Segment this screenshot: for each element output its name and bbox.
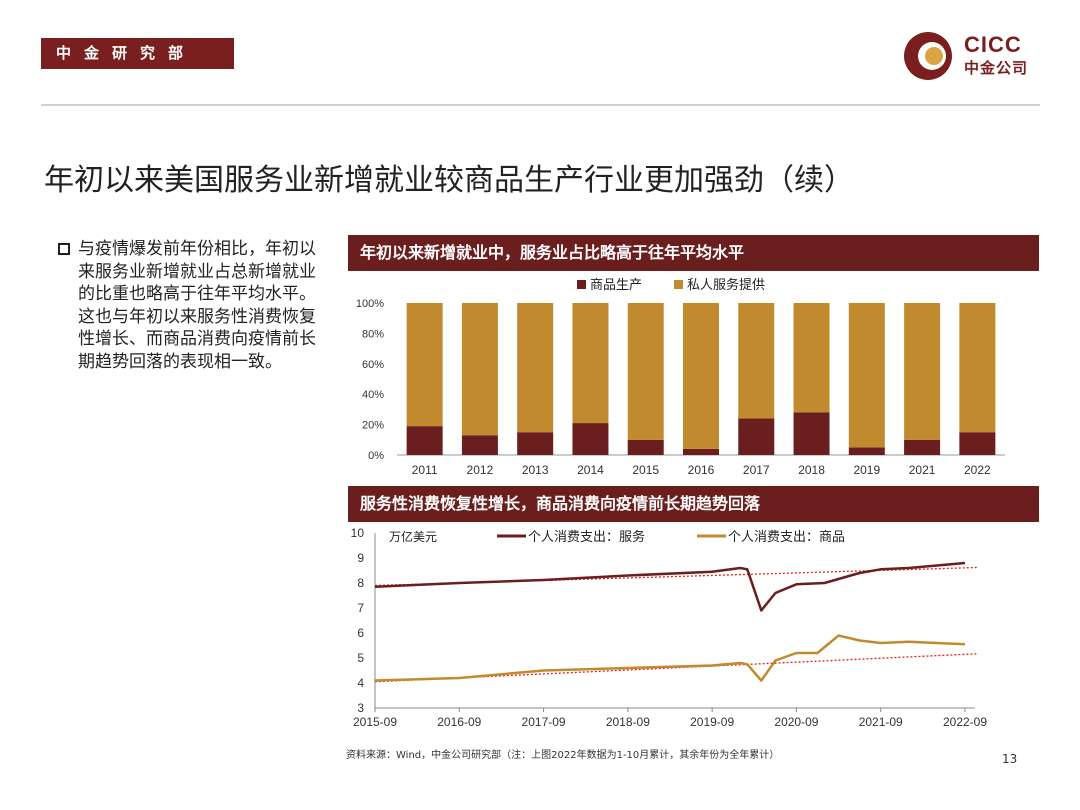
y-tick-label: 8 [357,576,364,590]
x-tick-label: 2022-09 [943,715,987,729]
legend-label-goods: 个人消费支出：商品 [728,529,845,544]
x-tick-label: 2018 [798,463,825,477]
x-tick-label: 2019 [853,463,880,477]
bar-services [959,303,996,433]
x-tick-label: 2013 [522,463,549,477]
x-tick-label: 2012 [467,463,494,477]
bar-goods [461,435,498,455]
bar-services [738,303,775,419]
header-divider [41,104,1040,106]
bar-goods [848,447,885,455]
stacked-bar-chart: 0% 20% 40% 60% 80% 100% 2011 2012 2013 2014 2015 20… [356,277,1005,477]
bullet-text: 与疫情爆发前年份相比，年初以来服务业新增就业占总新增就业的比重也略高于往年平均水… [78,239,316,372]
bar-goods [683,448,719,455]
y-axis-unit-label: 万亿美元 [389,529,437,544]
line-chart: 3 4 5 6 7 8 9 10 2015-09 2016-09 2017-09 2018-09 201… [351,526,988,729]
legend-swatch-services [674,280,683,289]
bar-services [904,303,941,440]
bar-goods [627,439,664,455]
y-tick-label: 4 [357,676,364,690]
bar-goods [793,412,830,455]
top-chart-title: 年初以来新增就业中，服务业占比略高于往年平均水平 [348,235,1039,271]
x-tick-label: 2019-09 [690,715,734,729]
x-tick-label: 2021-09 [859,715,903,729]
x-tick-label: 2022 [964,463,991,477]
y-tick-label: 10 [351,526,365,540]
y-tick-label: 80% [362,328,384,340]
y-tick-label: 6 [357,626,364,640]
page-number: 13 [1002,752,1018,766]
page-title: 年初以来美国服务业新增就业较商品生产行业更加强劲（续） [44,163,854,198]
logo-english: CICC [964,32,1022,57]
legend-label-services: 私人服务提供 [687,277,765,292]
y-tick-label: 100% [356,298,384,310]
bar-goods [406,426,443,455]
y-tick-label: 5 [357,651,364,665]
y-tick-label: 9 [357,551,364,565]
legend-label-services: 个人消费支出：服务 [528,529,645,544]
logo-chinese: 中金公司 [964,59,1029,77]
cicc-logo-icon [904,32,952,80]
y-tick-label: 40% [362,389,384,401]
x-tick-label: 2018-09 [606,715,650,729]
bottom-chart-title: 服务性消费恢复性增长，商品消费向疫情前长期趋势回落 [348,486,1039,522]
cicc-logo: CICC 中金公司 [902,30,1052,84]
bar-goods [517,432,554,455]
bullet-square-icon [58,243,70,255]
bar-services [793,303,830,413]
x-tick-label: 2011 [412,463,438,477]
x-tick-label: 2016 [688,463,715,477]
y-tick-label: 7 [357,601,364,615]
bar-goods [959,432,996,455]
source-note: 资料来源：Wind，中金公司研究部（注：上图2022年数据为1-10月累计，其余… [346,750,780,761]
y-tick-label: 0% [368,450,384,462]
series-line-services [374,561,966,612]
legend-label-goods: 商品生产 [590,277,642,292]
bullet-point: 与疫情爆发前年份相比，年初以来服务业新增就业占总新增就业的比重也略高于往年平均水… [58,238,320,374]
bar-services [517,303,554,433]
bar-services [627,303,664,440]
x-tick-label: 2015 [632,463,659,477]
x-tick-label: 2017 [743,463,770,477]
x-tick-label: 2014 [577,463,604,477]
y-tick-label: 60% [362,359,384,371]
legend-swatch-goods [577,280,586,289]
x-tick-label: 2015-09 [353,715,397,729]
x-tick-label: 2016-09 [437,715,481,729]
bar-services [406,303,443,427]
series-line-goods [374,634,966,682]
y-tick-label: 20% [362,420,384,432]
x-tick-label: 2020-09 [774,715,818,729]
y-tick-label: 3 [357,701,364,715]
bar-services [461,303,498,436]
bar-goods [572,423,609,455]
bar-services [683,303,719,449]
bar-services [572,303,609,424]
bar-goods [904,439,941,455]
dept-badge: 中金研究部 [41,38,234,69]
x-tick-label: 2021 [909,463,936,477]
x-tick-label: 2017-09 [522,715,566,729]
bar-goods [738,418,775,455]
bar-services [848,303,885,448]
